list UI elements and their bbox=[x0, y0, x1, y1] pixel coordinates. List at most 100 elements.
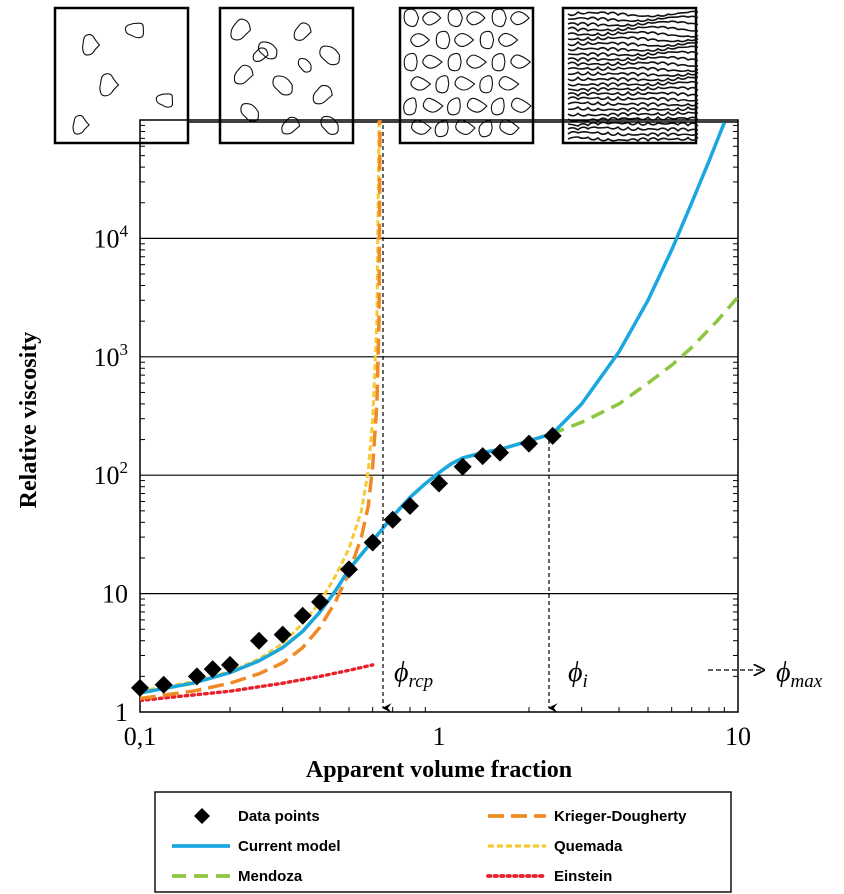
cell-shape bbox=[454, 76, 476, 91]
data-point bbox=[430, 474, 448, 493]
legend-label: Data points bbox=[238, 808, 320, 825]
lamella-stroke bbox=[567, 125, 699, 133]
data-point bbox=[339, 560, 358, 579]
cell-shape bbox=[403, 52, 418, 72]
lamella-stroke bbox=[567, 70, 699, 78]
legend-item-einstein: Einstein bbox=[486, 868, 612, 885]
data-point bbox=[491, 443, 510, 462]
cell-shape bbox=[491, 8, 507, 28]
lamella-stroke bbox=[567, 106, 699, 113]
lamella-stroke bbox=[567, 50, 699, 58]
droplet-shape bbox=[319, 45, 340, 66]
data-point bbox=[293, 606, 312, 625]
droplet-shape bbox=[82, 34, 101, 56]
cell-shape bbox=[435, 30, 451, 50]
cell-shape bbox=[403, 8, 420, 28]
data-point bbox=[473, 447, 492, 466]
x-tick-label: 1 bbox=[433, 722, 446, 751]
phi-rcp-label: ϕrcp bbox=[394, 657, 433, 692]
cell-shape bbox=[491, 52, 506, 72]
cell-shape bbox=[498, 76, 520, 91]
data-point bbox=[363, 533, 382, 552]
cell-shape bbox=[466, 11, 486, 26]
lamella-stroke bbox=[567, 90, 699, 97]
lamella-stroke bbox=[567, 55, 699, 63]
droplet-shape bbox=[230, 18, 252, 41]
data-point bbox=[131, 678, 149, 697]
data-point bbox=[203, 660, 222, 679]
annotations: ϕrcp ϕi ϕmax bbox=[382, 125, 823, 713]
lamella-stroke bbox=[567, 80, 699, 88]
droplet-shape bbox=[257, 41, 278, 60]
legend-item-krieger-dougherty: Krieger-Dougherty bbox=[488, 808, 687, 825]
droplet-shape bbox=[293, 22, 312, 41]
lamella-stroke bbox=[567, 25, 699, 33]
y-tick-label: 102 bbox=[94, 458, 129, 490]
droplet-shape bbox=[99, 73, 120, 97]
legend-item-quemada: Quemada bbox=[488, 838, 623, 855]
lamella-stroke bbox=[567, 15, 699, 23]
data-point bbox=[311, 592, 330, 611]
x-tick-labels: 0,1 1 10 bbox=[124, 722, 751, 751]
y-tick-label: 104 bbox=[94, 221, 129, 253]
cell-shape bbox=[422, 97, 444, 113]
lamella-stroke bbox=[567, 100, 699, 108]
cell-shape bbox=[498, 32, 519, 47]
cell-shape bbox=[510, 97, 532, 113]
cell-shape bbox=[478, 119, 493, 138]
phi-max-label: ϕmax bbox=[776, 657, 823, 692]
droplet-shape bbox=[272, 75, 293, 96]
cell-shape bbox=[510, 11, 530, 26]
cell-shape bbox=[454, 33, 475, 48]
legend-box bbox=[154, 791, 732, 893]
lamella-stroke bbox=[567, 45, 699, 53]
y-tick-label: 1 bbox=[115, 698, 128, 727]
y-tick-label: 103 bbox=[94, 340, 129, 372]
droplet-shape bbox=[233, 64, 254, 85]
cell-shape bbox=[422, 11, 442, 26]
x-tick-label: 0,1 bbox=[124, 722, 157, 751]
lamella-stroke bbox=[567, 65, 699, 73]
series-line-krieger-dougherty bbox=[140, 120, 382, 701]
droplet-shape bbox=[240, 103, 259, 122]
droplet-shape bbox=[320, 115, 339, 135]
x-tick-label: 10 bbox=[725, 722, 751, 751]
legend-label: Krieger-Dougherty bbox=[554, 808, 687, 825]
cell-shape bbox=[466, 97, 488, 113]
droplet-shape bbox=[312, 84, 333, 105]
panel-dilute bbox=[53, 6, 190, 145]
lamella-stroke bbox=[567, 110, 699, 118]
cell-shape bbox=[403, 97, 417, 116]
lamella-stroke bbox=[567, 136, 699, 143]
phi-i-label: ϕi bbox=[568, 657, 588, 692]
droplet-shape bbox=[124, 22, 144, 39]
cell-shape bbox=[447, 52, 462, 72]
series-line-current-model bbox=[140, 121, 726, 695]
series-line-einstein bbox=[140, 663, 375, 703]
data-point bbox=[273, 625, 292, 644]
droplet-shape bbox=[252, 47, 269, 62]
grid bbox=[140, 237, 738, 595]
droplet-shape bbox=[297, 57, 312, 73]
y-tick-labels: 1 10 102 103 104 bbox=[94, 221, 129, 727]
data-point bbox=[520, 434, 539, 453]
y-axis-label: Relative viscosity bbox=[16, 332, 42, 509]
legend-label: Mendoza bbox=[238, 868, 303, 885]
data-point bbox=[249, 631, 268, 650]
lamella-stroke bbox=[567, 95, 699, 103]
lamella-stroke bbox=[567, 85, 699, 93]
cell-shape bbox=[422, 54, 443, 69]
y-tick-label: 10 bbox=[102, 580, 128, 609]
legend-label: Current model bbox=[238, 838, 341, 855]
droplet-shape bbox=[155, 93, 174, 108]
cell-shape bbox=[479, 75, 494, 94]
data-point bbox=[383, 510, 402, 529]
lamella-stroke bbox=[567, 35, 699, 43]
x-axis-label: Apparent volume fraction bbox=[306, 757, 572, 783]
cell-shape bbox=[490, 97, 505, 116]
lamella-stroke bbox=[567, 10, 699, 18]
lamella-stroke bbox=[567, 60, 699, 67]
cell-shape bbox=[479, 30, 495, 50]
plot-frame bbox=[139, 119, 739, 713]
